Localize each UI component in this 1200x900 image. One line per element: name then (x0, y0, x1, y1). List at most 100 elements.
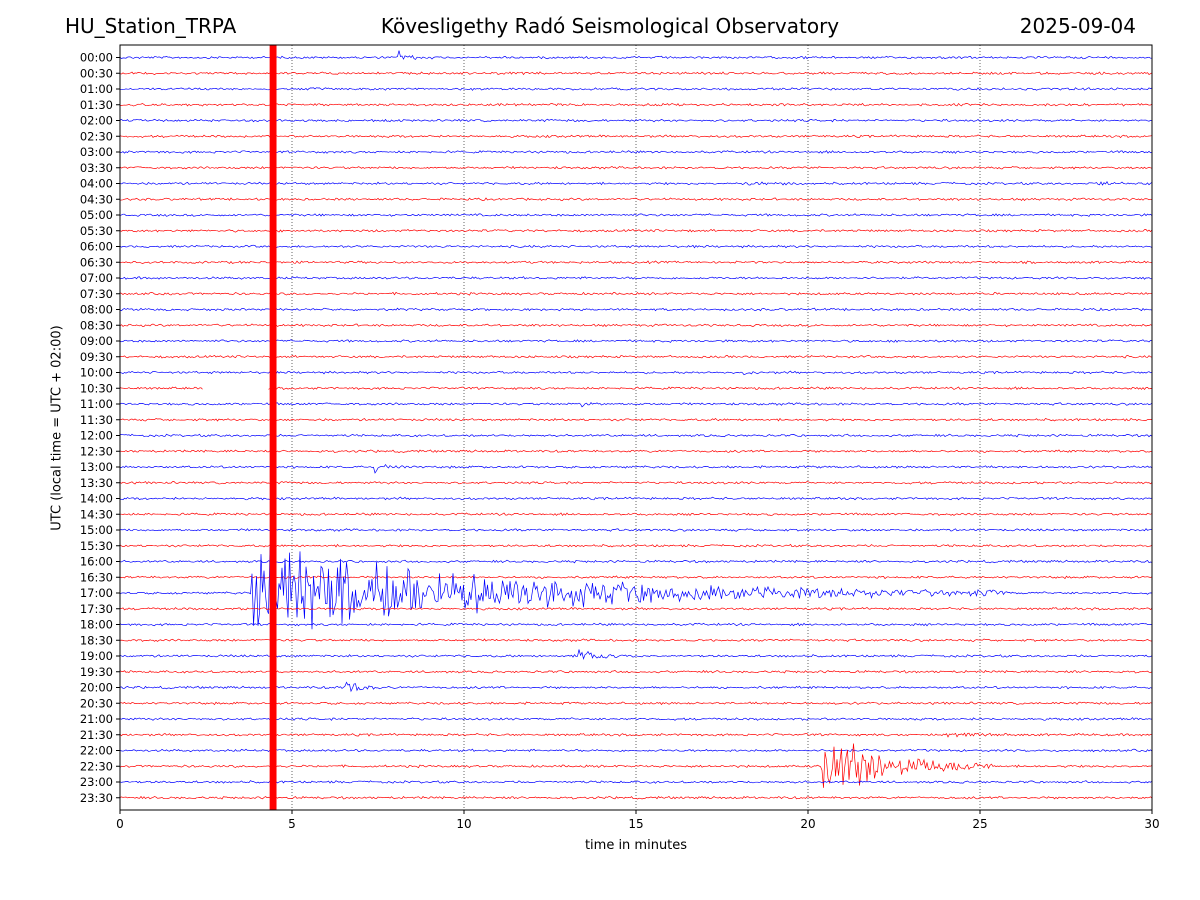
x-tick-label: 20 (800, 817, 815, 831)
chart-date: 2025-09-04 (1019, 14, 1136, 38)
x-tick-label: 15 (628, 817, 643, 831)
trace-0630 (119, 260, 1153, 265)
trace-2330 (119, 795, 1153, 800)
trace-2030 (119, 701, 1153, 706)
y-tick-label: 06:30 (80, 255, 113, 269)
x-axis-label: time in minutes (584, 838, 688, 853)
trace-1800 (119, 622, 1153, 627)
trace-1830 (119, 638, 1153, 643)
trace-0500 (119, 213, 1153, 217)
y-tick-label: 23:30 (80, 791, 113, 805)
y-tick-label: 05:00 (80, 208, 113, 222)
trace-1900 (119, 649, 1153, 661)
trace-1430 (120, 512, 1153, 517)
y-tick-label: 15:00 (80, 523, 113, 537)
y-tick-label: 13:30 (80, 476, 113, 490)
trace-1500 (119, 528, 1153, 532)
y-tick-label: 11:30 (80, 413, 113, 427)
trace-2200 (119, 748, 1153, 753)
trace-0400 (119, 181, 1153, 186)
y-tick-label: 04:00 (80, 177, 113, 191)
y-tick-label: 19:00 (80, 649, 113, 663)
y-tick-label: 12:00 (80, 429, 113, 443)
trace-1400 (119, 496, 1153, 501)
y-tick-label: 18:00 (80, 618, 113, 632)
seismic-traces (119, 50, 1153, 800)
y-tick-label: 03:00 (80, 145, 113, 159)
trace-1300 (119, 463, 1153, 474)
x-tick-label: 0 (116, 817, 124, 831)
trace-0700 (119, 276, 1153, 280)
y-tick-label: 00:30 (80, 66, 113, 80)
y-tick-label: 07:30 (80, 287, 113, 301)
trace-0300 (119, 150, 1153, 154)
trace-0730 (119, 291, 1153, 296)
trace-0430 (119, 197, 1153, 202)
x-tick-label: 5 (288, 817, 296, 831)
trace-1630 (119, 575, 1153, 580)
y-tick-label: 20:00 (80, 681, 113, 695)
y-tick-label: 22:30 (80, 759, 113, 773)
trace-1200 (120, 433, 1153, 438)
y-tick-label: 17:30 (80, 602, 113, 616)
trace-0830 (119, 323, 1153, 328)
saturated-band-rect (269, 45, 277, 810)
trace-0800 (119, 307, 1153, 312)
trace-1030 (119, 386, 1153, 391)
y-tick-label: 01:00 (80, 82, 113, 96)
y-tick-label: 16:30 (80, 570, 113, 584)
y-tick-label: 01:30 (80, 98, 113, 112)
y-tick-label: 04:30 (80, 192, 113, 206)
y-axis-label: UTC (local time = UTC + 02:00) (49, 325, 65, 531)
trace-0100 (119, 87, 1153, 91)
y-tick-label: 19:30 (80, 665, 113, 679)
y-tick-label: 18:30 (80, 633, 113, 647)
trace-2100 (119, 717, 1153, 721)
y-tick-label: 12:30 (80, 444, 113, 458)
trace-0130 (119, 102, 1153, 107)
trace-1530 (119, 543, 1153, 548)
trace-1230 (119, 449, 1152, 454)
trace-1130 (119, 417, 1153, 422)
y-tick-label: 16:00 (80, 555, 113, 569)
trace-0930 (120, 354, 1153, 359)
x-tick-label: 30 (1144, 817, 1159, 831)
trace-1100 (119, 402, 1153, 408)
trace-0530 (119, 228, 1153, 233)
y-tick-label: 11:00 (80, 397, 113, 411)
trace-1600 (119, 559, 1153, 564)
y-tick-label: 14:00 (80, 492, 113, 506)
y-tick-label: 05:30 (80, 224, 113, 238)
trace-0200 (119, 118, 1153, 123)
trace-0000 (119, 50, 1152, 60)
y-tick-label: 08:30 (80, 318, 113, 332)
y-tick-label: 13:00 (80, 460, 113, 474)
trace-1730 (119, 606, 1153, 611)
trace-1700 (119, 546, 1153, 630)
trace-1330 (119, 481, 1153, 485)
y-tick-label: 23:00 (80, 775, 113, 789)
x-tick-label: 25 (972, 817, 987, 831)
y-tick-label: 09:30 (80, 350, 113, 364)
y-tick-label: 15:30 (80, 539, 113, 553)
y-tick-label: 09:00 (80, 334, 113, 348)
trace-0030 (119, 71, 1153, 76)
y-tick-label: 02:30 (80, 129, 113, 143)
trace-2230 (119, 743, 1153, 788)
x-tick-label: 10 (456, 817, 471, 831)
trace-1000 (119, 370, 1153, 376)
trace-2130 (119, 732, 1153, 738)
chart-title: Kövesligethy Radó Seismological Observat… (380, 14, 840, 38)
trace-1930 (119, 669, 1153, 674)
trace-0330 (119, 165, 1153, 170)
y-tick-label: 08:00 (80, 303, 113, 317)
y-tick-label: 06:00 (80, 240, 113, 254)
y-tick-label: 00:00 (80, 51, 113, 65)
trace-0600 (119, 244, 1153, 249)
y-tick-label: 10:00 (80, 366, 113, 380)
trace-0230 (119, 134, 1153, 139)
station-name: HU_Station_TRPA (65, 14, 237, 38)
trace-0900 (119, 339, 1153, 343)
